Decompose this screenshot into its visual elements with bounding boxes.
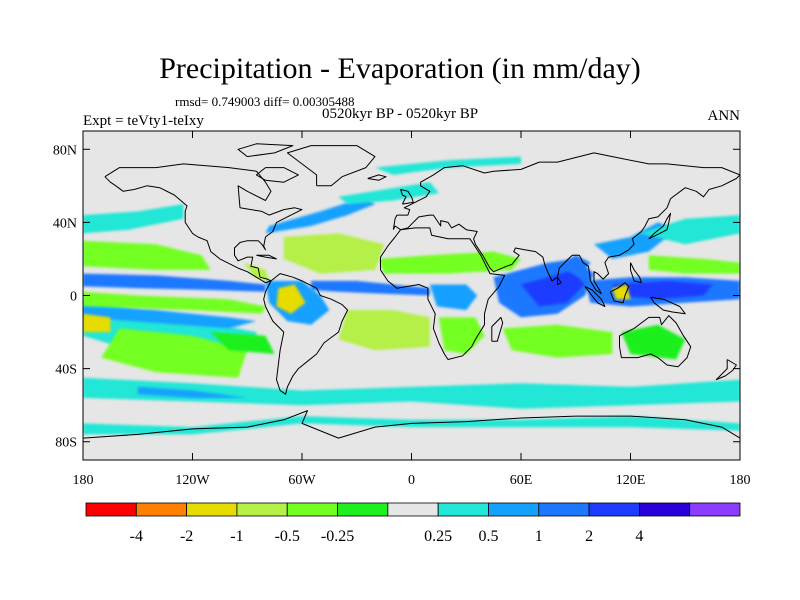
stats-text: rmsd= 0.749003 diff= 0.00305488	[175, 94, 355, 109]
chart-title: Precipitation - Evaporation (in mm/day)	[159, 52, 641, 85]
coastline-south-america	[263, 273, 349, 395]
region-south-pacific-subtropics	[101, 328, 248, 378]
colorbar-swatch	[337, 502, 389, 517]
region-australia-dry	[621, 324, 686, 360]
region-equatorial-pacific-dry	[83, 291, 266, 314]
colorbar: -4 -2 -1 -0.5 -0.25 0.25 0.5 1 2 4	[85, 502, 741, 545]
colorbar-label: -2	[180, 528, 193, 545]
region-east-pacific-subtropics-north	[83, 240, 211, 270]
colorbar-swatch	[437, 502, 489, 517]
coastline-africa	[380, 227, 506, 360]
region-antarctic-coast-wet	[83, 416, 740, 435]
region-north-pacific-storm-track	[83, 204, 184, 234]
colorbar-swatch	[85, 502, 137, 517]
region-southeast-pacific-subtropics-dry	[210, 332, 275, 354]
coastline-borneo	[609, 282, 630, 304]
region-southern-ocean-storm-track	[83, 377, 740, 409]
contour-regions	[83, 156, 740, 435]
x-tick-label: 120W	[175, 473, 210, 488]
coastline-new-guinea	[650, 296, 686, 315]
coastline-baffin-island	[255, 167, 299, 183]
region-central-africa-wet	[429, 284, 478, 311]
colorbar-swatch	[538, 502, 590, 517]
y-tick-label: 80N	[53, 143, 77, 158]
coastline-eurasia	[392, 152, 740, 295]
region-south-indian-dry	[502, 324, 613, 358]
coastline-greenland	[286, 145, 376, 187]
region-arctic-wet	[375, 156, 521, 175]
colorbar-swatch	[236, 502, 288, 517]
colorbar-swatch	[488, 502, 540, 517]
axis-ticks: 180 120W 60W 0 60E 120E 180 80N 40N 0 40S 80S	[53, 131, 751, 488]
colorbar-label: -4	[130, 528, 143, 545]
region-northwest-pacific-wet	[639, 215, 740, 245]
region-northwest-pacific-subtropics	[648, 255, 740, 274]
coastline-iceland	[367, 174, 387, 181]
colorbar-swatch	[588, 502, 640, 517]
season-label: ANN	[707, 108, 741, 124]
region-south-america-dry-patch	[276, 284, 306, 314]
coastline-new-zealand	[715, 359, 737, 381]
experiment-label: Expt = teVty1-teIxy	[83, 113, 204, 129]
colorbar-swatch	[135, 502, 188, 517]
region-north-atlantic-subpolar	[338, 182, 439, 205]
colorbar-label: 2	[585, 528, 593, 545]
region-indian-ocean-core	[521, 269, 585, 307]
colorbar-label: 0.5	[478, 528, 498, 545]
coastline-sumatra	[584, 285, 606, 307]
period-text: 0520kyr BP - 0520kyr BP	[322, 106, 479, 122]
x-tick-label: 180	[73, 473, 94, 488]
x-tick-label: 60E	[510, 473, 533, 488]
colorbar-swatch	[387, 502, 439, 517]
x-tick-label: 60W	[288, 473, 316, 488]
region-north-africa-arabia-dry	[378, 251, 521, 274]
y-tick-label: 0	[70, 290, 77, 305]
colorbar-label: -1	[230, 528, 243, 545]
region-central-america	[243, 262, 270, 281]
colorbar-swatch	[638, 502, 691, 517]
y-tick-label: 40S	[55, 363, 77, 378]
region-west-pacific-itcz-south	[83, 306, 257, 329]
region-maritime-continent-core	[612, 280, 713, 300]
x-tick-label: 120E	[616, 473, 646, 488]
colorbar-swatch	[689, 502, 741, 517]
x-tick-label: 180	[730, 473, 751, 488]
colorbar-swatch	[186, 502, 238, 517]
coastline-antarctica	[83, 410, 740, 439]
coastline-cuba	[256, 254, 277, 260]
coastline-japan	[648, 212, 672, 240]
colorbar-label: 0.25	[424, 528, 452, 545]
colorbar-label: 4	[635, 528, 643, 545]
coastline-australia	[619, 315, 692, 368]
region-gulf-stream	[265, 196, 375, 234]
coastline-madagascar	[491, 316, 504, 342]
coastline-sri-lanka	[557, 276, 562, 285]
y-tick-label: 40N	[53, 216, 77, 231]
region-southern-ocean-inner	[137, 386, 248, 398]
coastline-ellesmere	[237, 143, 294, 158]
coastline-uk	[400, 189, 414, 205]
coastlines	[83, 143, 740, 439]
colorbar-label: 1	[535, 528, 543, 545]
x-tick-label: 0	[408, 473, 415, 488]
region-east-pacific-itcz	[83, 273, 266, 292]
region-atlantic-subtropics-north	[283, 233, 385, 274]
colorbar-swatch	[286, 502, 338, 517]
coastline-north-america	[104, 163, 303, 284]
coastline-philippines	[630, 262, 642, 284]
y-tick-label: 80S	[55, 436, 77, 451]
region-southeast-pacific-dry-strong	[83, 313, 111, 333]
region-south-atlantic-dry	[338, 310, 430, 351]
region-atlantic-itcz	[311, 280, 430, 296]
colorbar-label: -0.5	[275, 528, 300, 545]
colorbar-label: -0.25	[321, 528, 354, 545]
